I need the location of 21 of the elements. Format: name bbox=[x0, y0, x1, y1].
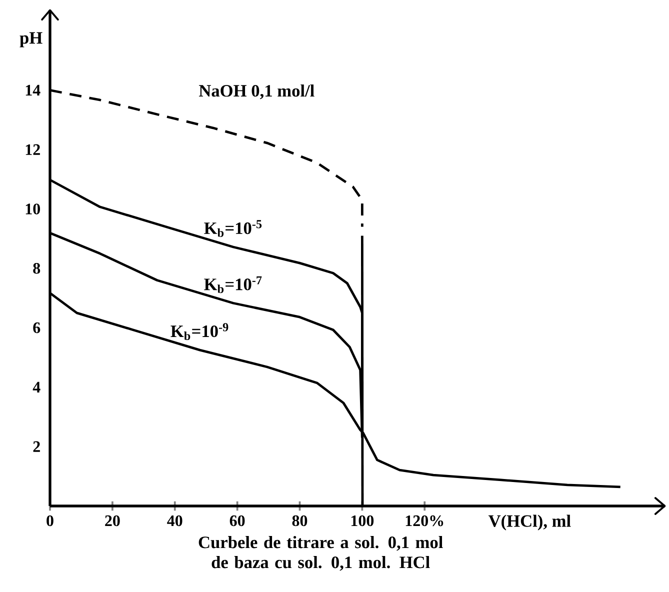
y-tick-label: 12 bbox=[26, 144, 40, 155]
series-label: K$_{b}$=10$^{-7}$ bbox=[204, 276, 262, 294]
x-tick-label: 100 bbox=[351, 515, 374, 526]
x-tick-label: 40 bbox=[167, 515, 182, 526]
x-tick-label: 120% bbox=[406, 515, 444, 526]
series-label: K$_{b}$=10$^{-9}$ bbox=[170, 323, 228, 340]
y-tick-label: 4 bbox=[32, 382, 40, 392]
y-axis-title: pH bbox=[20, 32, 42, 48]
y-tick-label: 6 bbox=[33, 322, 40, 334]
y-tick-label: 2 bbox=[33, 441, 40, 452]
series-label: K$_{b}$=10$^{-5}$ bbox=[204, 220, 262, 237]
text: Curbele de titrare a sol. 0,1 mol de baza cu sol. 0,1 mol. HCl bbox=[198, 536, 443, 571]
y-tick-label: 10 bbox=[26, 204, 40, 214]
x-axis-title: V(HCl), ml bbox=[488, 514, 571, 530]
x-tick-label: 20 bbox=[105, 515, 120, 526]
series-label: NaOH 0,1 mol/l bbox=[198, 84, 314, 100]
y-tick-label: 14 bbox=[26, 84, 40, 96]
x-tick-label: 60 bbox=[230, 515, 245, 526]
x-tick-label: 80 bbox=[292, 515, 308, 526]
y-tick-label: 8 bbox=[33, 262, 40, 274]
x-tick-label: 0 bbox=[46, 515, 54, 526]
